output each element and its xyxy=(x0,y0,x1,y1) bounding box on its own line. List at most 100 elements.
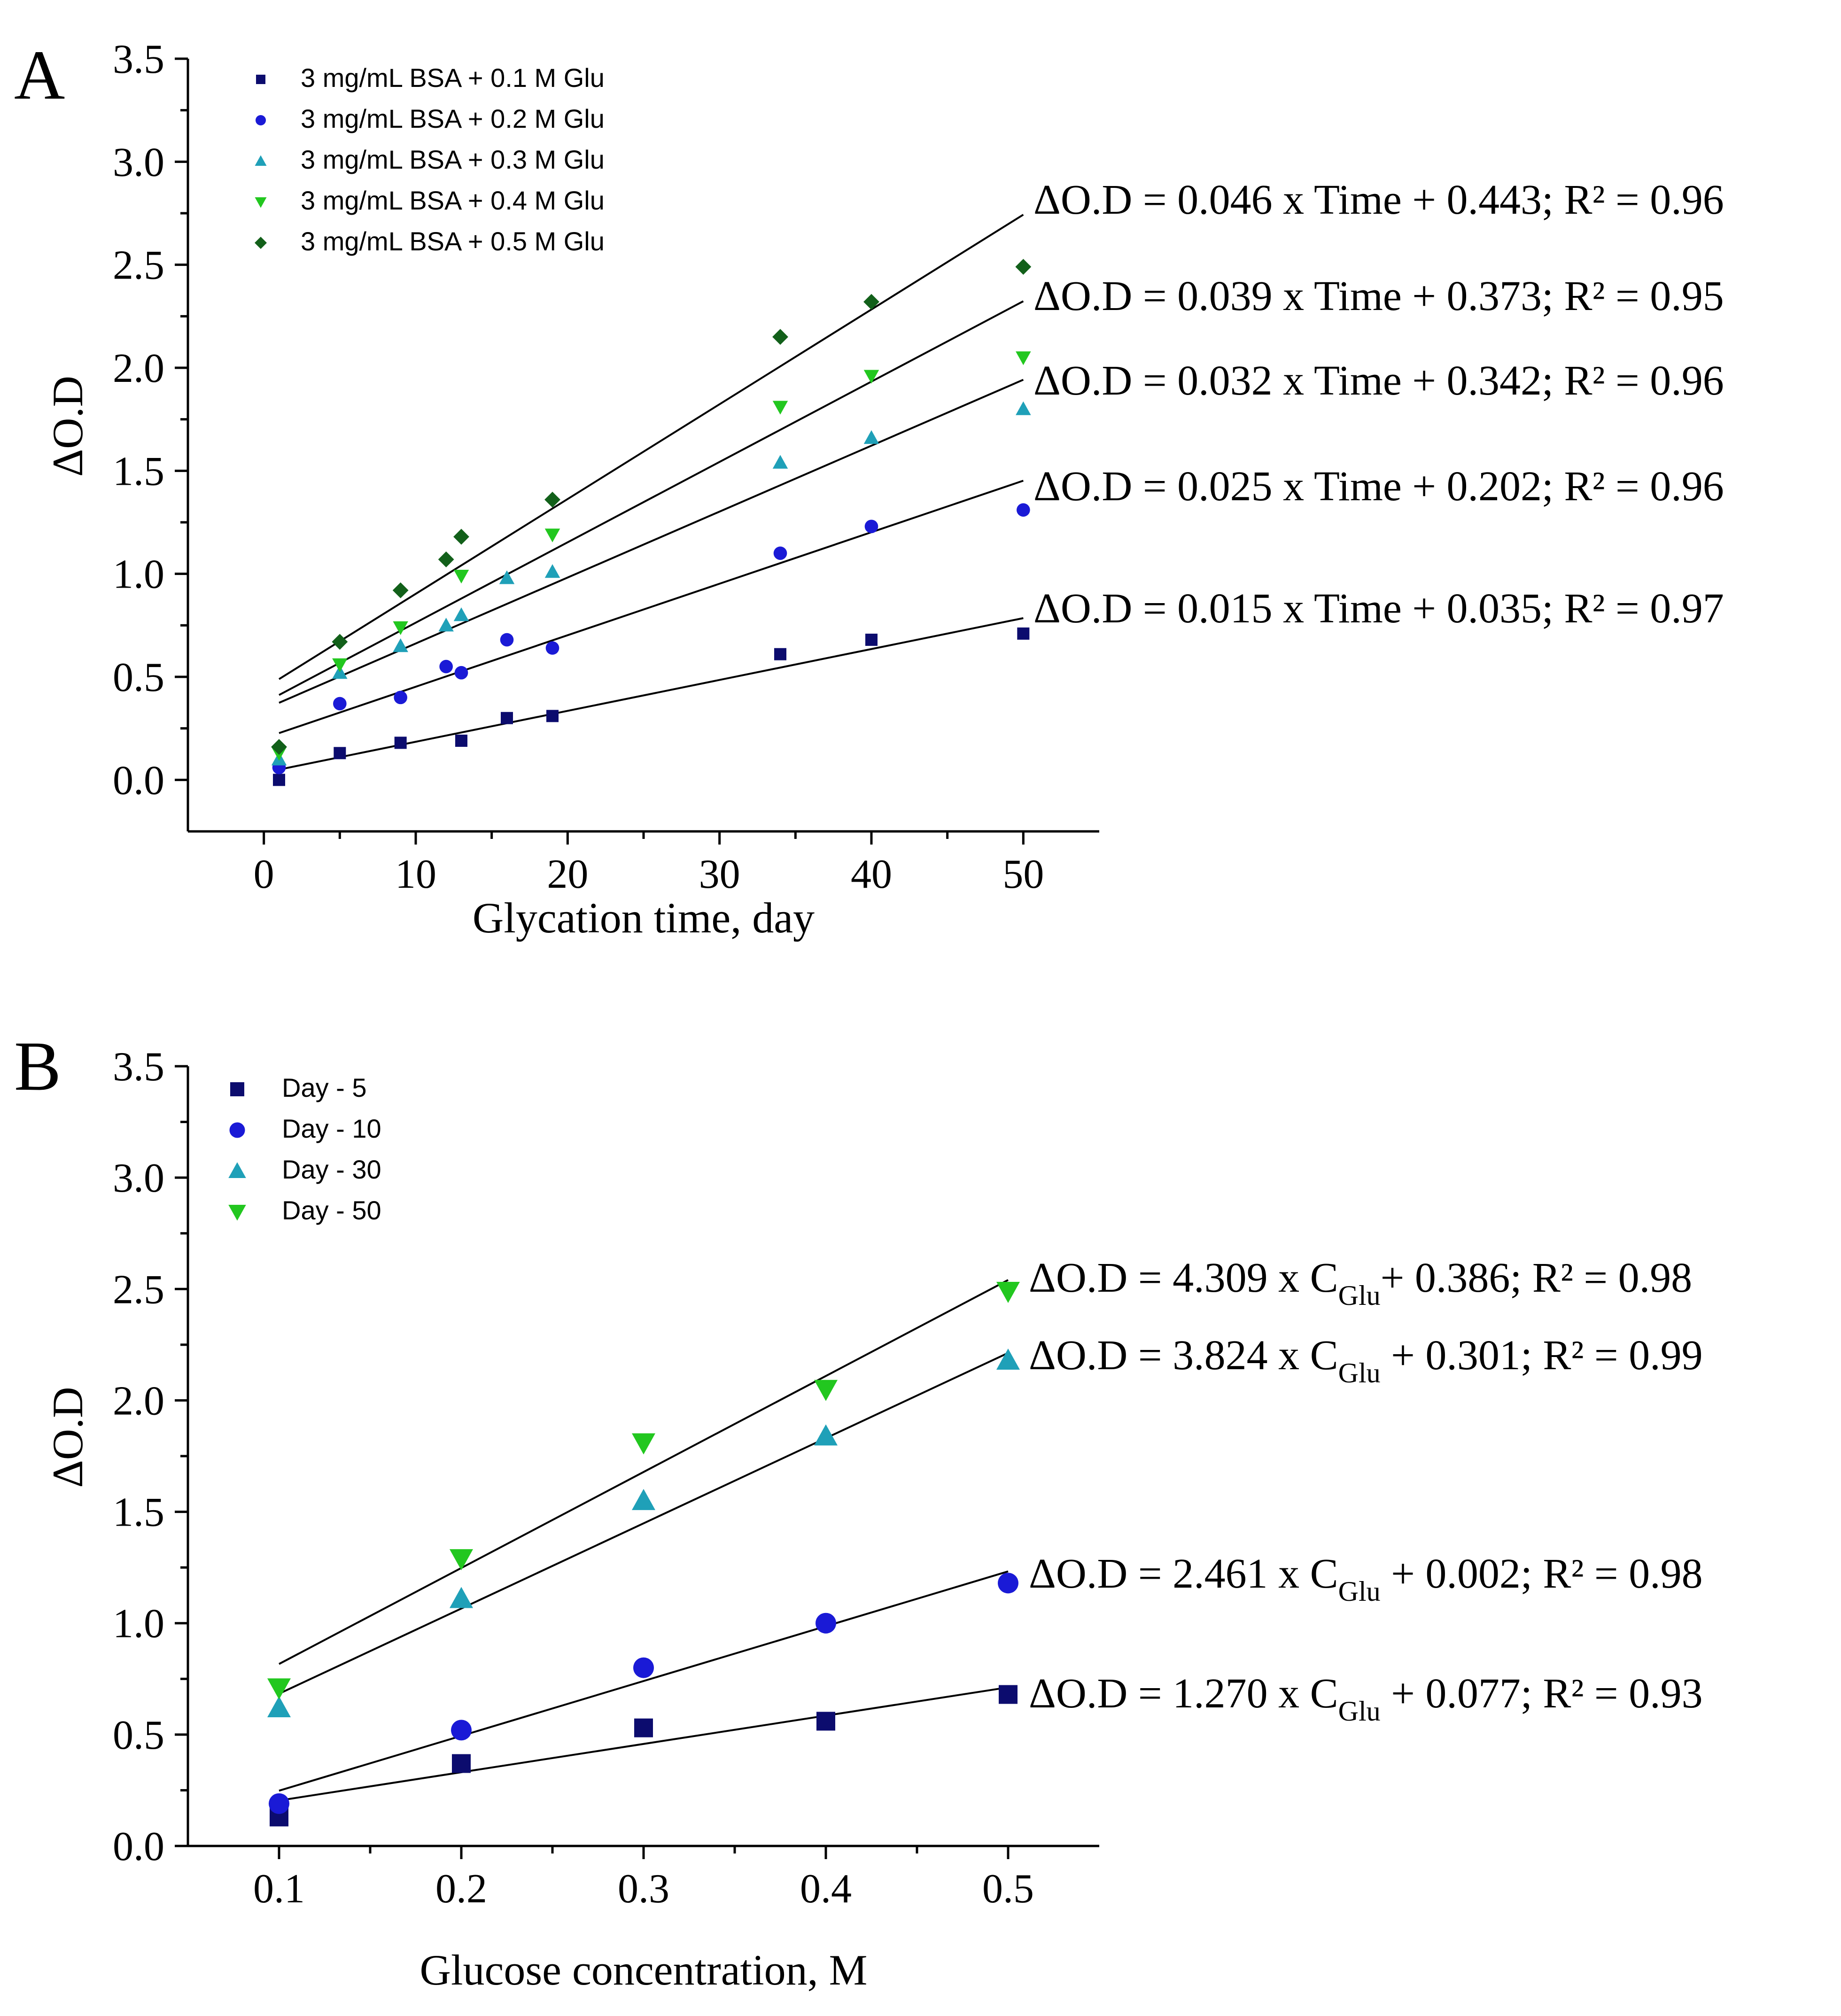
fit-equation-series-1: ΔO.D = 0.015 x Time + 0.035; R² = 0.97 xyxy=(1033,585,1724,632)
y-tick-label: 2.0 xyxy=(113,1378,164,1424)
legend-marker-series-4 xyxy=(255,197,267,208)
data-point-series-1 xyxy=(334,747,346,760)
x-tick-label: 0.1 xyxy=(253,1866,305,1912)
x-tick-label: 0.2 xyxy=(435,1866,487,1912)
fit-equation-series-3: ΔO.D = 0.032 x Time + 0.342; R² = 0.96 xyxy=(1033,357,1724,404)
x-axis-title: Glucose concentration, M xyxy=(420,1946,868,1994)
data-point-series-5 xyxy=(1015,259,1032,275)
legend-label-series-3: Day - 30 xyxy=(282,1155,381,1184)
equation-suffix: + 0.386; R² = 0.98 xyxy=(1381,1255,1693,1301)
data-point-series-4 xyxy=(544,528,560,543)
data-point-series-3 xyxy=(438,618,454,632)
x-tick-label: 50 xyxy=(1002,852,1044,897)
data-point-series-4 xyxy=(1016,351,1031,365)
data-point-series-5 xyxy=(453,528,469,545)
data-point-series-3 xyxy=(499,570,515,584)
data-point-series-4 xyxy=(863,370,879,384)
data-point-series-5 xyxy=(332,634,348,650)
data-point-series-4 xyxy=(814,1380,838,1401)
data-point-series-2 xyxy=(773,546,787,560)
data-point-series-4 xyxy=(453,570,469,584)
y-tick-label: 1.0 xyxy=(113,1601,164,1647)
equation-subscript: Glu xyxy=(1338,1280,1381,1311)
data-point-series-4 xyxy=(267,1678,291,1700)
data-point-series-3 xyxy=(772,455,788,469)
equation-prefix: ΔO.D = 2.461 x C xyxy=(1029,1551,1338,1597)
y-tick-label: 1.0 xyxy=(113,552,164,597)
y-tick-label: 1.5 xyxy=(113,1490,164,1535)
data-point-series-1 xyxy=(452,1754,471,1773)
y-axis-title: ΔO.D xyxy=(44,376,92,477)
legend-marker-series-5 xyxy=(255,237,267,249)
fit-equation-series-5: ΔO.D = 0.046 x Time + 0.443; R² = 0.96 xyxy=(1033,177,1724,223)
data-point-series-4 xyxy=(772,401,788,415)
x-tick-label: 0.4 xyxy=(800,1866,852,1912)
y-tick-label: 3.0 xyxy=(113,140,164,185)
data-point-series-2 xyxy=(454,666,468,680)
fit-line-series-2 xyxy=(279,1570,1009,1792)
fit-equation-series-4: ΔO.D = 0.039 x Time + 0.373; R² = 0.95 xyxy=(1033,273,1724,319)
fit-line-series-5 xyxy=(278,214,1024,680)
legend-label-series-4: 3 mg/mL BSA + 0.4 M Glu xyxy=(301,186,605,215)
panel-b: B 0.0 0.5 1.0 1.5 2.0 2.5 3.0 3.5 0.1 0.2 0.3 0.4 0.… xyxy=(14,1027,1703,1994)
fit-line-series-1 xyxy=(279,617,1024,771)
data-point-series-2 xyxy=(333,697,347,711)
data-point-series-1 xyxy=(455,734,467,747)
data-point-series-1 xyxy=(394,737,407,749)
data-point-series-2 xyxy=(545,641,559,655)
y-tick-label: 3.5 xyxy=(113,1044,164,1090)
data-point-series-3 xyxy=(393,638,408,652)
y-tick-label: 0.0 xyxy=(113,758,164,803)
data-point-series-1 xyxy=(501,712,513,724)
legend-label-series-2: 3 mg/mL BSA + 0.2 M Glu xyxy=(301,104,605,133)
y-tick-label: 2.5 xyxy=(113,243,164,288)
data-point-series-2 xyxy=(394,690,407,705)
y-tick-label: 2.0 xyxy=(113,346,164,391)
data-point-series-1 xyxy=(1017,627,1030,640)
legend-label-series-2: Day - 10 xyxy=(282,1114,381,1143)
legend-label-series-4: Day - 50 xyxy=(282,1195,381,1225)
legend-label-series-1: Day - 5 xyxy=(282,1073,367,1102)
data-point-series-5 xyxy=(863,294,879,310)
legend-marker-series-3 xyxy=(255,155,267,166)
data-point-series-2 xyxy=(998,1573,1018,1594)
data-point-series-1 xyxy=(273,774,285,786)
data-point-series-5 xyxy=(544,491,560,508)
legend-marker-series-2 xyxy=(229,1122,245,1138)
x-tick-label: 30 xyxy=(699,852,740,897)
legend-marker-series-1 xyxy=(230,1082,244,1096)
x-axis-title: Glycation time, day xyxy=(473,894,815,942)
data-point-series-4 xyxy=(996,1282,1020,1303)
legend-marker-series-2 xyxy=(256,115,266,125)
data-point-series-2 xyxy=(864,520,878,534)
equation-prefix: ΔO.D = 1.270 x C xyxy=(1029,1670,1338,1717)
equation-prefix: ΔO.D = 3.824 x C xyxy=(1029,1332,1338,1379)
y-tick-label: 3.5 xyxy=(113,37,164,82)
x-tick-label: 0.5 xyxy=(982,1866,1034,1912)
y-tick-label: 0.5 xyxy=(113,655,164,700)
data-point-series-5 xyxy=(438,551,454,567)
data-point-series-1 xyxy=(634,1718,653,1737)
fit-line-series-4 xyxy=(279,300,1024,696)
data-point-series-1 xyxy=(546,710,559,722)
panel-a: A 0.0 0.5 1.0 1.5 2.0 2.5 3.0 3.5 0 10 20 30 40 50 Gly… xyxy=(14,36,1724,942)
y-tick-label: 0.0 xyxy=(113,1824,164,1869)
legend-label-series-1: 3 mg/mL BSA + 0.1 M Glu xyxy=(301,63,605,93)
data-point-series-2 xyxy=(269,1793,289,1814)
data-point-series-3 xyxy=(863,430,879,444)
data-point-series-4 xyxy=(393,621,408,635)
equation-subscript: Glu xyxy=(1338,1576,1381,1607)
data-point-series-2 xyxy=(500,633,514,647)
y-axis-title: ΔO.D xyxy=(44,1387,92,1488)
equation-subscript: Glu xyxy=(1338,1696,1381,1727)
legend-label-series-5: 3 mg/mL BSA + 0.5 M Glu xyxy=(301,226,605,256)
fit-line-series-1 xyxy=(279,1686,1009,1802)
equation-suffix: + 0.002; R² = 0.98 xyxy=(1381,1551,1703,1597)
fit-equation-series-3: ΔO.D = 3.824 x CGlu + 0.301; R² = 0.99 xyxy=(1029,1332,1703,1388)
data-point-series-4 xyxy=(632,1433,655,1455)
data-point-series-2 xyxy=(633,1657,654,1678)
data-point-series-2 xyxy=(451,1720,472,1741)
equation-prefix: ΔO.D = 4.309 x C xyxy=(1029,1255,1338,1301)
legend-marker-series-3 xyxy=(228,1162,246,1178)
